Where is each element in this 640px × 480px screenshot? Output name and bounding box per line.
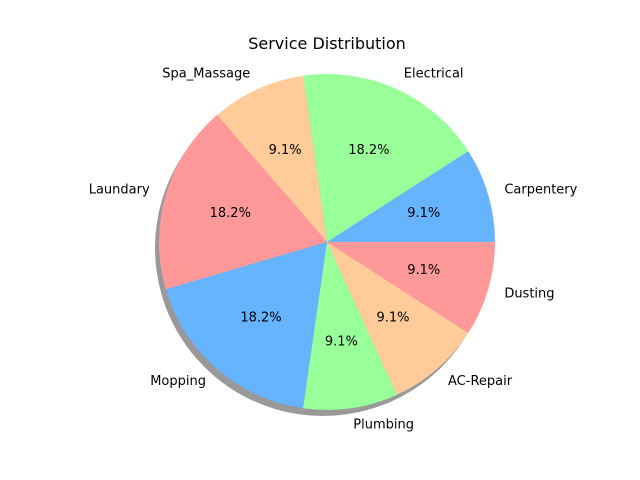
slice-plumbing <box>303 242 397 410</box>
slice-laundary <box>158 115 327 290</box>
percent-label-ac-repair: 9.1% <box>376 311 409 326</box>
slice-label-ac-repair: AC-Repair <box>448 374 513 389</box>
percent-label-carpentery: 9.1% <box>407 206 440 221</box>
slice-label-laundary: Laundary <box>89 182 150 197</box>
slice-dusting <box>327 242 495 333</box>
chart-title: Service Distribution <box>248 34 406 53</box>
slice-spa-massage <box>216 75 327 243</box>
slice-label-carpentery: Carpentery <box>504 182 577 197</box>
slice-label-dusting: Dusting <box>504 287 554 302</box>
slice-label-mopping: Mopping <box>150 374 206 389</box>
slice-label-plumbing: Plumbing <box>353 417 414 432</box>
slice-mopping <box>165 242 327 409</box>
slice-label-electrical: Electrical <box>404 66 464 81</box>
slice-electrical <box>303 74 469 243</box>
percent-label-dusting: 9.1% <box>407 263 440 278</box>
slice-carpentery <box>327 151 495 242</box>
percent-labels: 9.1% 18.2% 9.1% 18.2% 18.2% 9.1% 9.1% 9.1% <box>210 143 441 349</box>
percent-label-spa-massage: 9.1% <box>269 143 302 158</box>
slice-label-spa-massage: Spa_Massage <box>162 66 250 81</box>
percent-label-plumbing: 9.1% <box>325 334 358 349</box>
slice-ac-repair <box>327 242 469 395</box>
percent-label-electrical: 18.2% <box>348 143 389 158</box>
percent-label-mopping: 18.2% <box>240 311 281 326</box>
pie-slices <box>158 74 495 410</box>
percent-label-laundary: 18.2% <box>210 206 251 221</box>
slice-labels: Carpentery Electrical Spa_Massage Laundary M… <box>89 66 578 432</box>
